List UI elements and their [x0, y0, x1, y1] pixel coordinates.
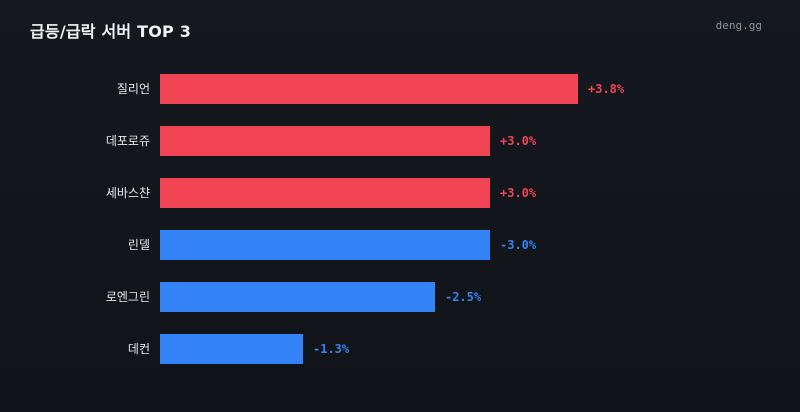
- brand-label: deng.gg: [715, 19, 762, 32]
- value-label: -2.5%: [445, 290, 482, 304]
- value-label: +3.0%: [500, 134, 537, 148]
- bar-row: 질리언 +3.8%: [117, 74, 625, 104]
- category-label: 린델: [128, 238, 150, 252]
- bar-down: [160, 334, 303, 364]
- category-label: 질리언: [117, 82, 150, 96]
- value-label: +3.0%: [500, 186, 537, 200]
- bar-row: 데포로쥬 +3.0%: [106, 126, 537, 156]
- bar-up: [160, 74, 578, 104]
- value-label: +3.8%: [588, 82, 625, 96]
- bar-down: [160, 230, 490, 260]
- bar-up: [160, 178, 490, 208]
- bar-row: 로엔그린 -2.5%: [106, 282, 482, 312]
- bar-row: 린델 -3.0%: [128, 230, 537, 260]
- category-label: 로엔그린: [106, 290, 150, 304]
- bar-down: [160, 282, 435, 312]
- category-label: 데컨: [128, 342, 150, 356]
- category-label: 데포로쥬: [106, 134, 150, 148]
- chart-title: 급등/급락 서버 TOP 3: [30, 22, 192, 41]
- bar-row: 세바스챤 +3.0%: [106, 178, 537, 208]
- value-label: -3.0%: [500, 238, 537, 252]
- bar-up: [160, 126, 490, 156]
- category-label: 세바스챤: [106, 186, 150, 200]
- value-label: -1.3%: [313, 342, 350, 356]
- bar-row: 데컨 -1.3%: [128, 334, 350, 364]
